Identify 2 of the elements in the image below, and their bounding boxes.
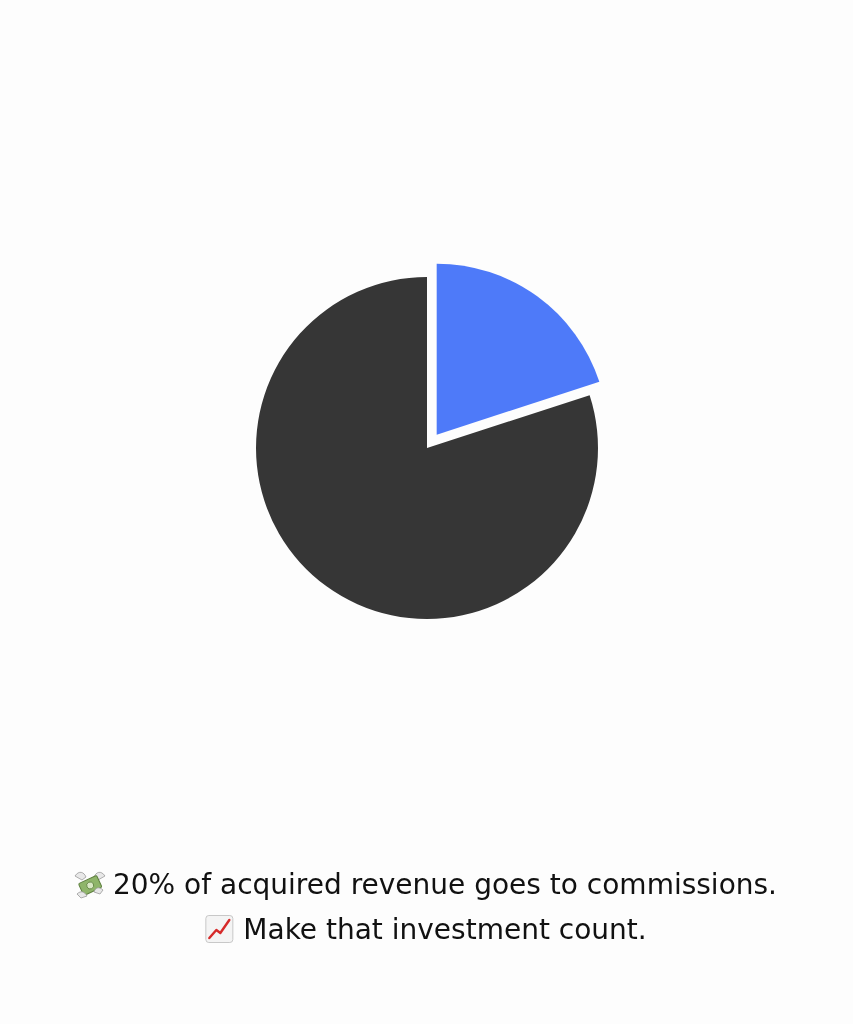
- text: Make that investment count.: [243, 913, 647, 946]
- text: 20% of acquired revenue goes to commissions.: [112, 868, 778, 901]
